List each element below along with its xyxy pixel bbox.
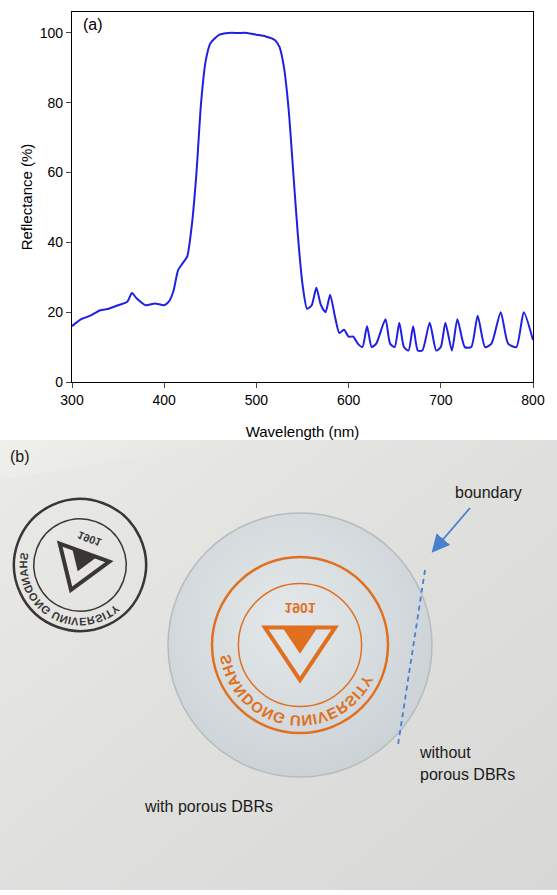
svg-text:1901: 1901 <box>284 600 315 616</box>
svg-text:400: 400 <box>153 392 177 408</box>
svg-text:600: 600 <box>337 392 361 408</box>
svg-text:500: 500 <box>245 392 269 408</box>
svg-text:porous DBRs: porous DBRs <box>420 766 515 783</box>
svg-text:0: 0 <box>55 374 63 390</box>
svg-text:80: 80 <box>47 95 63 111</box>
svg-text:40: 40 <box>47 234 63 250</box>
svg-text:1901: 1901 <box>76 529 103 549</box>
svg-text:20: 20 <box>47 304 63 320</box>
svg-text:300: 300 <box>60 392 84 408</box>
svg-text:Reflectance (%): Reflectance (%) <box>18 144 35 251</box>
svg-text:without: without <box>419 744 471 761</box>
svg-text:800: 800 <box>521 392 545 408</box>
svg-text:(b): (b) <box>10 448 30 465</box>
svg-text:SHANDONG UNIVERSITY: SHANDONG UNIVERSITY <box>17 551 122 628</box>
svg-text:boundary: boundary <box>455 484 522 501</box>
svg-text:(a): (a) <box>83 16 103 33</box>
svg-text:with porous DBRs: with porous DBRs <box>144 798 273 815</box>
svg-text:700: 700 <box>429 392 453 408</box>
svg-text:60: 60 <box>47 164 63 180</box>
svg-text:SHANDONG UNIVERSITY: SHANDONG UNIVERSITY <box>216 653 376 729</box>
svg-text:Wavelength (nm): Wavelength (nm) <box>246 423 360 440</box>
svg-text:100: 100 <box>40 25 64 41</box>
